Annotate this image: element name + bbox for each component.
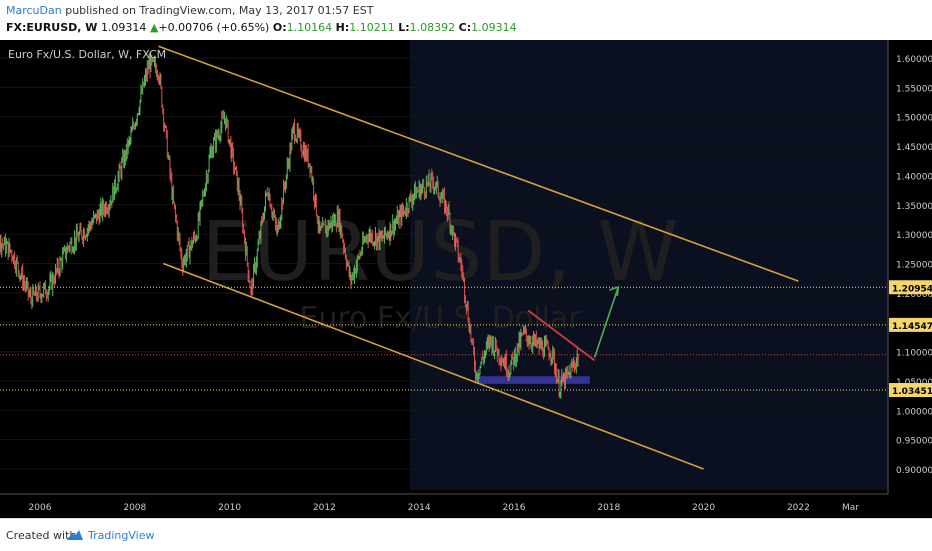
price-tick-label: 1.45000 xyxy=(896,143,932,153)
price-axis-labels: 1.60000 1.55000 1.50000 1.45000 1.40000 1.350… xyxy=(896,55,932,476)
price-tick-label: 0.95000 xyxy=(896,437,932,447)
symbol-label: FX:EURUSD, W xyxy=(6,21,98,34)
price-tag-bg xyxy=(889,280,932,295)
time-tick-label: 2020 xyxy=(692,503,715,513)
time-tick-label: 2018 xyxy=(597,503,620,513)
price-change: +0.00706 (+0.65%) xyxy=(158,21,270,34)
channel-upper-line xyxy=(158,45,799,282)
price-tick-label: 1.30000 xyxy=(896,231,932,241)
channel-lower-line xyxy=(162,262,704,470)
price-tag-label: 1.03451 xyxy=(892,387,932,397)
price-tick-label: 1.40000 xyxy=(896,172,932,182)
price-tick-label: 1.25000 xyxy=(896,261,932,271)
up-arrow-icon: ▲ xyxy=(149,21,159,34)
price-tick-label: 1.60000 xyxy=(896,55,932,65)
time-tick-label: 2014 xyxy=(408,503,431,513)
published-text: published on TradingView.com, May 13, 20… xyxy=(61,4,374,17)
watermark-name: Euro Fx/U.S. Dollar xyxy=(299,301,581,336)
close-value: 1.09314 xyxy=(471,21,517,34)
price-tick-label: 1.55000 xyxy=(896,84,932,94)
last-price: 1.09314 xyxy=(100,21,147,34)
price-tags: 1.20954 1.14547 1.03451 xyxy=(889,280,932,398)
price-tag-label: 1.20954 xyxy=(892,284,932,294)
ohlc-info: FX:EURUSD, W 1.09314 ▲+0.00706 (+0.65%) … xyxy=(6,21,517,34)
fib-region xyxy=(410,40,888,490)
price-tick-label: 1.20000 xyxy=(896,290,932,300)
tradingview-brand-link[interactable]: TradingView xyxy=(88,529,155,542)
price-tick-label: 0.90000 xyxy=(896,466,932,476)
price-tick-label: 1.10000 xyxy=(896,349,932,359)
price-tag-label: 1.14547 xyxy=(892,322,932,332)
support-zone xyxy=(476,376,590,384)
time-tick-label: 2008 xyxy=(123,503,146,513)
trend-drawings xyxy=(158,45,799,470)
time-tick-label: 2016 xyxy=(503,503,526,513)
price-tick-label: 1.50000 xyxy=(896,114,932,124)
support-zone-rect xyxy=(476,376,590,384)
time-tick-label: 2010 xyxy=(218,503,241,513)
price-tick-label: 1.05000 xyxy=(896,378,932,388)
price-tag-bg xyxy=(889,383,932,398)
price-axis[interactable] xyxy=(888,40,932,518)
price-tick-label: 1.00000 xyxy=(896,407,932,417)
price-chart[interactable]: EURUSD, W Euro Fx/U.S. Dollar 1.600001.5… xyxy=(0,40,932,518)
close-label: C: xyxy=(458,21,472,34)
price-tick-label: 1.35000 xyxy=(896,202,932,212)
publish-info: MarcuDan published on TradingView.com, M… xyxy=(6,4,373,17)
price-candles xyxy=(0,53,579,399)
tradingview-logo-icon xyxy=(67,530,83,540)
high-label: H: xyxy=(335,21,350,34)
author-link[interactable]: MarcuDan xyxy=(6,4,62,17)
low-label: L: xyxy=(398,21,410,34)
open-label: O: xyxy=(272,21,287,34)
grid-lines xyxy=(0,57,888,470)
time-axis-labels: 2006 2008 2010 2012 2014 2016 2018 2020 2022 Mar xyxy=(29,503,860,513)
red-trendline xyxy=(527,309,596,362)
low-value: 1.08392 xyxy=(409,21,456,34)
horizontal-levels xyxy=(0,286,888,391)
time-tick-label: 2012 xyxy=(313,503,336,513)
time-tick-label: 2006 xyxy=(29,503,52,513)
time-tick-label: 2022 xyxy=(787,503,810,513)
chart-area[interactable]: EURUSD, W Euro Fx/U.S. Dollar 1.60000 1.5… xyxy=(0,40,932,518)
price-tag-bg xyxy=(889,317,932,332)
footer-bar: Created with TradingView xyxy=(0,518,932,551)
green-arrow-line xyxy=(593,286,620,358)
legend-title: Euro Fx/U.S. Dollar, W, FXCM xyxy=(8,48,166,61)
created-with-text: Created with xyxy=(6,529,77,542)
chart-header: MarcuDan published on TradingView.com, M… xyxy=(0,0,932,40)
time-tick-label: Mar xyxy=(842,503,859,513)
green-arrow-head xyxy=(609,285,620,297)
high-value: 1.10211 xyxy=(349,21,395,34)
open-value: 1.10164 xyxy=(286,21,333,34)
